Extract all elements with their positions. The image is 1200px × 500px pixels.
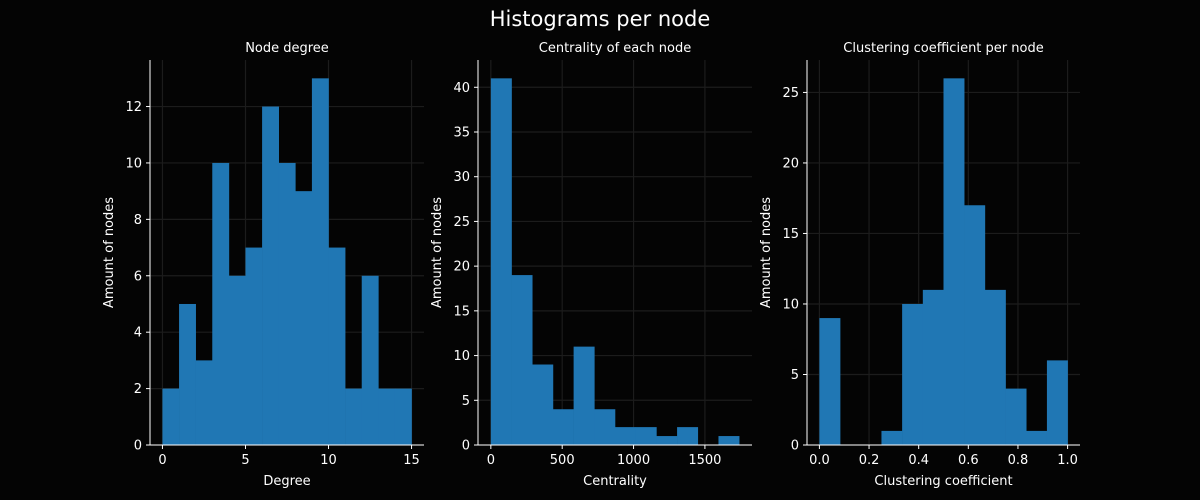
- x-tick-label: 0: [487, 453, 495, 468]
- y-tick-label: 12: [125, 100, 142, 115]
- x-tick-label: 1.0: [1057, 453, 1078, 468]
- histogram-bar: [311, 78, 329, 445]
- x-tick-label: 15: [403, 453, 420, 468]
- y-tick-label: 0: [791, 439, 799, 454]
- histogram-bar: [162, 388, 180, 445]
- y-tick-label: 10: [453, 349, 470, 364]
- histogram-panel-1: 0 5 10 15 0 2 4 6 8 10 12 Node degree Degree Amount o…: [102, 41, 424, 489]
- histogram-bar: [295, 191, 313, 445]
- histogram-bar: [902, 303, 924, 445]
- histogram-bar: [819, 318, 841, 445]
- y-tick-label: 6: [134, 269, 142, 284]
- panel-title: Centrality of each node: [539, 41, 691, 56]
- x-tick-label: 0.6: [958, 453, 979, 468]
- x-axis-label: Clustering coefficient: [874, 474, 1012, 489]
- histogram-bar: [262, 106, 279, 446]
- x-tick-label: 10: [320, 453, 337, 468]
- histogram-bar: [635, 427, 657, 445]
- y-tick-label: 10: [782, 297, 799, 312]
- histogram-bar: [361, 275, 379, 445]
- x-tick-label: 0.0: [809, 453, 830, 468]
- histogram-bar: [328, 247, 346, 445]
- histogram-bar: [656, 436, 678, 445]
- y-tick-label: 40: [453, 81, 470, 96]
- y-tick-label: 20: [782, 156, 799, 171]
- histogram-bar: [573, 346, 595, 445]
- histogram-bar: [594, 409, 616, 445]
- histogram-bar: [195, 360, 213, 445]
- histogram-bar: [345, 388, 363, 445]
- histogram-bar: [718, 436, 740, 445]
- histogram-bar: [1005, 388, 1027, 445]
- histogram-bar: [245, 247, 263, 445]
- x-tick-label: 0: [158, 453, 166, 468]
- histogram-bar: [228, 275, 246, 445]
- panel-title: Clustering coefficient per node: [843, 41, 1043, 56]
- y-axis-label: Amount of nodes: [759, 197, 774, 308]
- histogram-bar: [552, 409, 574, 445]
- histogram-bar: [984, 289, 1006, 445]
- histogram-bar: [278, 162, 296, 445]
- y-tick-label: 10: [125, 156, 142, 171]
- x-tick-label: 0.8: [1008, 453, 1029, 468]
- histogram-bar: [1046, 360, 1068, 445]
- x-tick-label: 1500: [688, 453, 721, 468]
- histogram-bar: [881, 430, 903, 445]
- y-tick-label: 20: [453, 260, 470, 275]
- x-axis-label: Degree: [263, 474, 310, 489]
- y-axis-label: Amount of nodes: [102, 197, 117, 308]
- y-tick-label: 0: [462, 439, 470, 454]
- y-tick-label: 15: [782, 227, 799, 242]
- y-tick-label: 25: [453, 215, 470, 230]
- histogram-bar: [922, 289, 944, 445]
- y-tick-label: 5: [462, 394, 470, 409]
- histogram-bar: [677, 427, 699, 445]
- y-tick-label: 15: [453, 304, 470, 319]
- x-tick-label: 500: [550, 453, 575, 468]
- x-tick-label: 5: [241, 453, 249, 468]
- y-tick-label: 8: [134, 213, 142, 228]
- histogram-bar: [212, 162, 230, 445]
- histogram-bar: [532, 364, 554, 445]
- histogram-bar: [943, 78, 965, 445]
- y-tick-label: 25: [782, 86, 799, 101]
- figure-title: Histograms per node: [490, 7, 711, 31]
- y-tick-label: 2: [134, 382, 142, 397]
- histogram-bar: [615, 427, 636, 445]
- y-axis-label: Amount of nodes: [430, 197, 445, 308]
- histogram-bar: [378, 388, 396, 445]
- histogram-bar: [964, 205, 986, 445]
- x-tick-label: 0.4: [908, 453, 929, 468]
- histogram-bar: [1026, 430, 1048, 445]
- histogram-bar: [179, 303, 196, 445]
- y-tick-label: 4: [134, 326, 142, 341]
- y-tick-label: 5: [791, 368, 799, 383]
- y-tick-label: 35: [453, 125, 470, 140]
- histogram-bar: [511, 275, 533, 445]
- histogram-panel-2: 0 500 1000 1500 0 5 10 15 20 25 30 35 40 Centrality o…: [430, 41, 752, 489]
- x-tick-label: 0.2: [859, 453, 880, 468]
- panel-title: Node degree: [245, 41, 329, 56]
- y-tick-label: 30: [453, 170, 470, 185]
- x-tick-label: 1000: [617, 453, 650, 468]
- y-tick-label: 0: [134, 439, 142, 454]
- histogram-bar: [490, 78, 512, 445]
- histogram-panel-3: 0.0 0.2 0.4 0.6 0.8 1.0 0 5 10 15 20 25 Clustering c…: [759, 41, 1080, 489]
- histogram-bar: [394, 388, 412, 445]
- x-axis-label: Centrality: [583, 474, 647, 489]
